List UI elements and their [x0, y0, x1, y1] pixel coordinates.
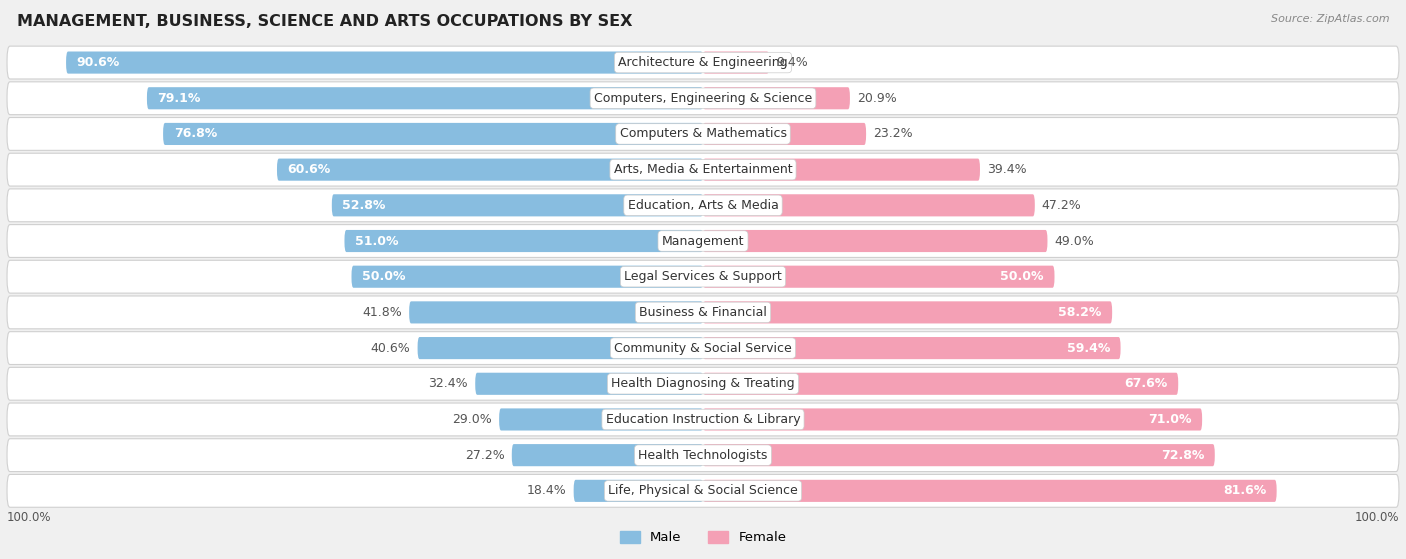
FancyBboxPatch shape: [163, 123, 703, 145]
FancyBboxPatch shape: [7, 117, 1399, 150]
FancyBboxPatch shape: [352, 266, 703, 288]
Text: Business & Financial: Business & Financial: [640, 306, 766, 319]
FancyBboxPatch shape: [7, 296, 1399, 329]
Text: 59.4%: 59.4%: [1067, 342, 1111, 354]
Text: 40.6%: 40.6%: [371, 342, 411, 354]
FancyBboxPatch shape: [703, 266, 1054, 288]
Text: 49.0%: 49.0%: [1054, 235, 1094, 248]
Text: 18.4%: 18.4%: [527, 484, 567, 498]
FancyBboxPatch shape: [66, 51, 703, 74]
FancyBboxPatch shape: [703, 51, 769, 74]
Text: 23.2%: 23.2%: [873, 127, 912, 140]
FancyBboxPatch shape: [277, 159, 703, 181]
FancyBboxPatch shape: [7, 367, 1399, 400]
Text: 90.6%: 90.6%: [77, 56, 120, 69]
Text: Architecture & Engineering: Architecture & Engineering: [619, 56, 787, 69]
Text: Education, Arts & Media: Education, Arts & Media: [627, 199, 779, 212]
Text: Health Diagnosing & Treating: Health Diagnosing & Treating: [612, 377, 794, 390]
Text: Legal Services & Support: Legal Services & Support: [624, 270, 782, 283]
Text: Health Technologists: Health Technologists: [638, 449, 768, 462]
FancyBboxPatch shape: [7, 331, 1399, 364]
Text: Life, Physical & Social Science: Life, Physical & Social Science: [609, 484, 797, 498]
Text: 58.2%: 58.2%: [1059, 306, 1102, 319]
FancyBboxPatch shape: [703, 373, 1178, 395]
FancyBboxPatch shape: [703, 159, 980, 181]
FancyBboxPatch shape: [7, 403, 1399, 436]
Text: 51.0%: 51.0%: [354, 235, 398, 248]
FancyBboxPatch shape: [148, 87, 703, 110]
Text: 79.1%: 79.1%: [157, 92, 201, 105]
Text: Computers, Engineering & Science: Computers, Engineering & Science: [593, 92, 813, 105]
Text: 29.0%: 29.0%: [453, 413, 492, 426]
Text: 76.8%: 76.8%: [174, 127, 217, 140]
Text: Community & Social Service: Community & Social Service: [614, 342, 792, 354]
FancyBboxPatch shape: [7, 153, 1399, 186]
FancyBboxPatch shape: [475, 373, 703, 395]
FancyBboxPatch shape: [703, 87, 849, 110]
FancyBboxPatch shape: [7, 260, 1399, 293]
FancyBboxPatch shape: [703, 123, 866, 145]
FancyBboxPatch shape: [703, 480, 1277, 502]
Text: Arts, Media & Entertainment: Arts, Media & Entertainment: [613, 163, 793, 176]
Text: Management: Management: [662, 235, 744, 248]
Text: 9.4%: 9.4%: [776, 56, 808, 69]
Text: 72.8%: 72.8%: [1161, 449, 1204, 462]
FancyBboxPatch shape: [499, 409, 703, 430]
FancyBboxPatch shape: [512, 444, 703, 466]
FancyBboxPatch shape: [703, 337, 1121, 359]
Text: 60.6%: 60.6%: [287, 163, 330, 176]
FancyBboxPatch shape: [703, 409, 1202, 430]
Text: 47.2%: 47.2%: [1042, 199, 1081, 212]
Legend: Male, Female: Male, Female: [614, 525, 792, 549]
Text: 41.8%: 41.8%: [363, 306, 402, 319]
FancyBboxPatch shape: [418, 337, 703, 359]
FancyBboxPatch shape: [7, 189, 1399, 222]
FancyBboxPatch shape: [409, 301, 703, 324]
FancyBboxPatch shape: [703, 230, 1047, 252]
Text: 71.0%: 71.0%: [1149, 413, 1192, 426]
FancyBboxPatch shape: [703, 301, 1112, 324]
Text: 27.2%: 27.2%: [465, 449, 505, 462]
Text: 52.8%: 52.8%: [343, 199, 385, 212]
Text: Education Instruction & Library: Education Instruction & Library: [606, 413, 800, 426]
FancyBboxPatch shape: [344, 230, 703, 252]
Text: 100.0%: 100.0%: [1354, 510, 1399, 524]
FancyBboxPatch shape: [7, 82, 1399, 115]
FancyBboxPatch shape: [703, 195, 1035, 216]
Text: MANAGEMENT, BUSINESS, SCIENCE AND ARTS OCCUPATIONS BY SEX: MANAGEMENT, BUSINESS, SCIENCE AND ARTS O…: [17, 14, 633, 29]
Text: 20.9%: 20.9%: [858, 92, 897, 105]
Text: 39.4%: 39.4%: [987, 163, 1026, 176]
Text: Source: ZipAtlas.com: Source: ZipAtlas.com: [1271, 14, 1389, 24]
FancyBboxPatch shape: [703, 444, 1215, 466]
FancyBboxPatch shape: [7, 225, 1399, 258]
Text: 81.6%: 81.6%: [1223, 484, 1267, 498]
Text: 100.0%: 100.0%: [7, 510, 52, 524]
Text: 32.4%: 32.4%: [429, 377, 468, 390]
FancyBboxPatch shape: [574, 480, 703, 502]
FancyBboxPatch shape: [7, 46, 1399, 79]
Text: Computers & Mathematics: Computers & Mathematics: [620, 127, 786, 140]
Text: 50.0%: 50.0%: [363, 270, 405, 283]
FancyBboxPatch shape: [332, 195, 703, 216]
FancyBboxPatch shape: [7, 475, 1399, 507]
Text: 67.6%: 67.6%: [1125, 377, 1167, 390]
FancyBboxPatch shape: [7, 439, 1399, 472]
Text: 50.0%: 50.0%: [1001, 270, 1043, 283]
